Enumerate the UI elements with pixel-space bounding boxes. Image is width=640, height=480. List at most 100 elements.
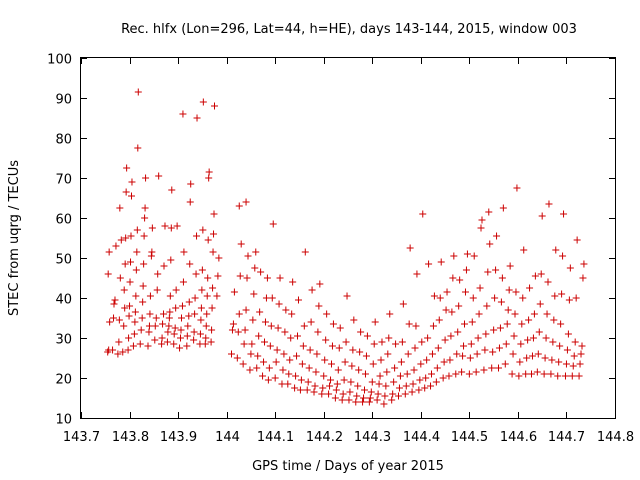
data-point xyxy=(320,372,328,380)
data-point xyxy=(491,294,499,302)
data-point xyxy=(148,224,156,232)
data-point xyxy=(535,328,543,336)
data-point xyxy=(338,396,346,404)
data-point xyxy=(576,360,584,368)
data-point xyxy=(250,290,258,298)
data-point xyxy=(359,398,367,406)
data-point xyxy=(511,310,519,318)
data-point xyxy=(227,350,235,358)
data-point xyxy=(125,334,133,342)
data-point xyxy=(159,320,167,328)
data-point xyxy=(484,268,492,276)
data-point xyxy=(273,346,281,354)
data-point xyxy=(158,340,166,348)
data-point xyxy=(104,270,112,278)
data-point xyxy=(249,316,257,324)
data-point xyxy=(198,286,206,294)
data-point xyxy=(533,368,541,376)
data-point xyxy=(555,358,563,366)
data-point xyxy=(544,278,552,286)
data-point xyxy=(347,378,355,386)
data-point xyxy=(558,290,566,298)
data-point xyxy=(168,186,176,194)
data-point xyxy=(201,340,209,348)
data-point xyxy=(458,368,466,376)
data-point xyxy=(540,370,548,378)
data-point xyxy=(345,396,353,404)
data-point xyxy=(453,350,461,358)
data-point xyxy=(416,376,424,384)
data-point xyxy=(312,368,320,376)
data-point xyxy=(177,326,185,334)
data-point xyxy=(449,274,457,282)
data-point xyxy=(193,114,201,122)
data-point xyxy=(370,340,378,348)
data-point xyxy=(442,306,450,314)
data-point xyxy=(132,292,140,300)
data-point xyxy=(564,330,572,338)
data-point xyxy=(493,232,501,240)
data-point xyxy=(146,292,154,300)
data-point xyxy=(313,350,321,358)
data-point xyxy=(271,374,279,382)
data-point xyxy=(406,244,414,252)
data-point xyxy=(293,352,301,360)
data-point xyxy=(116,204,124,212)
data-point xyxy=(412,322,420,330)
data-point xyxy=(361,370,369,378)
data-point xyxy=(390,378,398,386)
data-point xyxy=(120,286,128,294)
data-point xyxy=(475,310,483,318)
data-point xyxy=(339,390,347,398)
data-point xyxy=(134,88,142,96)
data-point xyxy=(427,370,435,378)
data-point xyxy=(192,270,200,278)
data-point xyxy=(314,328,322,336)
data-point xyxy=(234,328,242,336)
data-point xyxy=(237,240,245,248)
data-point xyxy=(193,232,201,240)
data-point xyxy=(268,294,276,302)
data-point xyxy=(460,342,468,350)
data-point xyxy=(287,334,295,342)
data-point xyxy=(424,334,432,342)
data-point xyxy=(435,316,443,324)
data-point xyxy=(316,280,324,288)
data-point xyxy=(568,372,576,380)
data-point xyxy=(128,178,136,186)
x-tick-label: 144.1 xyxy=(257,430,294,445)
data-point xyxy=(563,346,571,354)
data-point xyxy=(148,248,156,256)
data-point xyxy=(334,366,342,374)
data-point xyxy=(282,306,290,314)
data-point xyxy=(405,320,413,328)
x-tick-label: 144.8 xyxy=(597,430,634,445)
data-point xyxy=(191,310,199,318)
data-point xyxy=(228,326,236,334)
data-point xyxy=(557,320,565,328)
chart-title: Rec. hlfx (Lon=296, Lat=44, h=HE), days … xyxy=(121,22,577,37)
data-point xyxy=(524,336,532,344)
data-point xyxy=(579,274,587,282)
data-point xyxy=(437,258,445,266)
x-tick-label: 144.5 xyxy=(451,430,488,445)
data-point xyxy=(569,362,577,370)
data-point xyxy=(417,360,425,368)
data-point xyxy=(139,298,147,306)
data-point xyxy=(115,338,123,346)
data-point xyxy=(397,358,405,366)
data-point xyxy=(264,376,272,384)
data-point xyxy=(121,260,129,268)
data-point xyxy=(126,302,134,310)
data-point xyxy=(233,354,241,362)
data-point xyxy=(415,386,423,394)
data-point xyxy=(534,350,542,358)
data-point xyxy=(266,342,274,350)
data-point xyxy=(461,320,469,328)
data-point xyxy=(376,372,384,380)
data-point xyxy=(468,318,476,326)
data-point xyxy=(120,322,128,330)
data-point xyxy=(275,300,283,308)
data-point xyxy=(151,336,159,344)
